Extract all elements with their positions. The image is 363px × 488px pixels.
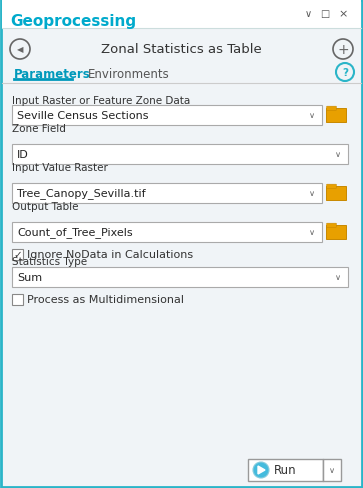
FancyBboxPatch shape	[12, 106, 322, 126]
FancyBboxPatch shape	[12, 249, 23, 261]
Text: Input Value Raster: Input Value Raster	[12, 163, 108, 173]
Text: Input Raster or Feature Zone Data: Input Raster or Feature Zone Data	[12, 96, 190, 106]
Text: ◀: ◀	[17, 45, 23, 54]
Text: Parameters: Parameters	[14, 68, 91, 81]
FancyBboxPatch shape	[248, 459, 323, 481]
Text: ∨: ∨	[309, 111, 315, 120]
Text: Zone Field: Zone Field	[12, 124, 66, 134]
Text: Sum: Sum	[17, 272, 42, 283]
Text: Run: Run	[274, 464, 297, 476]
Text: Statistics Type: Statistics Type	[12, 257, 87, 266]
Text: ∨: ∨	[335, 273, 341, 282]
Text: Seville Census Sections: Seville Census Sections	[17, 111, 148, 121]
Text: ∨: ∨	[329, 466, 335, 474]
FancyBboxPatch shape	[12, 145, 348, 164]
Text: □: □	[321, 9, 330, 19]
FancyBboxPatch shape	[327, 107, 336, 111]
Text: Tree_Canopy_Sevilla.tif: Tree_Canopy_Sevilla.tif	[17, 188, 146, 199]
Text: Ignore NoData in Calculations: Ignore NoData in Calculations	[27, 250, 193, 260]
FancyBboxPatch shape	[12, 183, 322, 203]
FancyBboxPatch shape	[326, 186, 346, 201]
Text: ∨: ∨	[305, 9, 311, 19]
FancyBboxPatch shape	[326, 225, 346, 240]
Text: ∨: ∨	[309, 189, 315, 198]
FancyBboxPatch shape	[2, 1, 361, 29]
Text: Environments: Environments	[88, 68, 170, 81]
Text: Process as Multidimensional: Process as Multidimensional	[27, 295, 184, 305]
FancyBboxPatch shape	[327, 185, 336, 189]
Text: ∨: ∨	[335, 150, 341, 159]
Text: ?: ?	[342, 68, 348, 78]
FancyBboxPatch shape	[323, 459, 341, 481]
Text: +: +	[337, 43, 349, 57]
Text: Zonal Statistics as Table: Zonal Statistics as Table	[101, 43, 262, 57]
Text: Geoprocessing: Geoprocessing	[10, 15, 136, 29]
Polygon shape	[258, 466, 265, 474]
FancyBboxPatch shape	[326, 109, 346, 123]
FancyBboxPatch shape	[12, 267, 348, 287]
Text: ∨: ∨	[309, 228, 315, 237]
Text: ID: ID	[17, 150, 29, 160]
Text: ×: ×	[338, 9, 348, 19]
Text: Output Table: Output Table	[12, 202, 78, 212]
FancyBboxPatch shape	[12, 294, 23, 305]
FancyBboxPatch shape	[12, 223, 322, 243]
Circle shape	[253, 462, 269, 478]
Text: ✓: ✓	[13, 250, 22, 260]
Text: Count_of_Tree_Pixels: Count_of_Tree_Pixels	[17, 227, 132, 238]
FancyBboxPatch shape	[327, 224, 336, 228]
